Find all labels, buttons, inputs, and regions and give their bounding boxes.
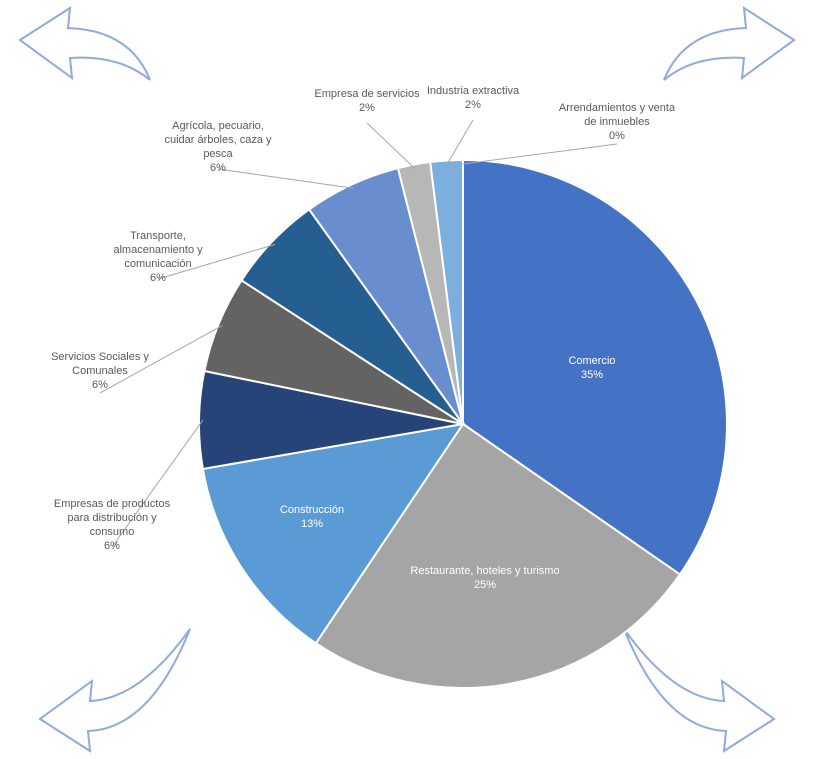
arrow <box>38 628 191 753</box>
category-label: Empresas de productos para distribución … <box>53 498 171 538</box>
category-label: Restaurante, hoteles y turismo <box>410 565 560 577</box>
category-label: Transporte, almacenamiento y comunicació… <box>113 230 203 270</box>
data-label: Empresas de productos para distribución … <box>52 497 172 553</box>
value-label: 35% <box>580 369 604 381</box>
value-label: 6% <box>150 272 166 284</box>
value-label: 0% <box>609 130 625 142</box>
value-label: 2% <box>465 99 481 111</box>
leader-line <box>217 168 354 189</box>
value-label: 6% <box>104 540 120 552</box>
pie-slice <box>462 158 728 576</box>
value-label: 2% <box>359 102 375 114</box>
value-label: 13% <box>300 518 324 530</box>
arrow <box>18 6 151 81</box>
value-label: 25% <box>473 579 497 591</box>
value-label: 6% <box>92 379 108 391</box>
data-label: Restaurante, hoteles y turismo 25% <box>410 564 560 592</box>
leader-line <box>446 119 474 165</box>
data-label: Arrendamientos y venta de inmuebles 0% <box>557 101 677 143</box>
data-label: Industria extractiva 2% <box>413 84 533 112</box>
category-label: Industria extractiva <box>426 85 520 97</box>
pie-slice <box>314 422 682 689</box>
leader-line <box>462 143 618 165</box>
arrow <box>663 6 796 81</box>
leader-line <box>157 244 276 280</box>
data-label: Empresa de servicios 2% <box>307 87 427 115</box>
data-label: Servicios Sociales y Comunales 6% <box>40 350 160 392</box>
category-label: Arrendamientos y venta de inmuebles <box>558 102 676 128</box>
data-label: Construcción 13% <box>237 503 387 531</box>
decorative-arrows <box>18 6 796 753</box>
category-label: Agrícola, pecuario, cuidar árboles, caza… <box>164 120 272 160</box>
value-label: 6% <box>210 162 226 174</box>
category-label: Servicios Sociales y Comunales <box>51 351 149 377</box>
category-label: Empresa de servicios <box>314 88 420 100</box>
data-label: Comercio 35% <box>517 354 667 382</box>
data-label: Transporte, almacenamiento y comunicació… <box>98 229 218 285</box>
pie <box>99 119 728 689</box>
leader-line <box>366 122 416 169</box>
category-label: Construcción <box>279 504 345 516</box>
data-label: Agrícola, pecuario, cuidar árboles, caza… <box>158 119 278 175</box>
leader-line <box>111 419 204 548</box>
category-label: Comercio <box>568 355 616 367</box>
pie-slice <box>201 422 466 645</box>
leader-line <box>99 324 223 394</box>
arrow <box>623 628 776 753</box>
